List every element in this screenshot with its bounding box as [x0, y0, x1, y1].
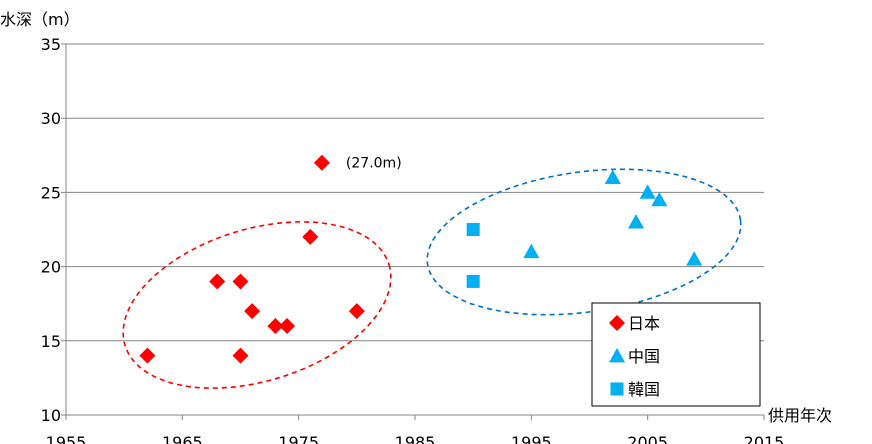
point-diamond-5: [267, 317, 284, 334]
annotations: (27.0m): [346, 156, 402, 172]
point-diamond-6: [279, 317, 296, 334]
point-diamond-0: [139, 347, 156, 364]
point-diamond-1: [209, 273, 226, 290]
legend-marker-0: [609, 315, 625, 331]
x-tick-label-1965: 1965: [162, 433, 203, 444]
point-diamond-9: [348, 303, 365, 320]
point-triangle-3: [639, 184, 656, 199]
grouping-ellipses: [122, 168, 742, 389]
point-triangle-2: [628, 214, 645, 229]
x-tick-label-1975: 1975: [278, 433, 319, 444]
legend-label-2: 韓国: [628, 380, 660, 399]
y-tick-label-30: 30: [41, 109, 61, 128]
point-square-1: [466, 274, 480, 288]
y-tick-label-20: 20: [41, 258, 61, 277]
axes: 10 15 20 25 30 35 1955 1965 1975 1985 1995 2005 2015: [41, 35, 785, 444]
japan-group-ellipse: [122, 221, 392, 389]
point-triangle-5: [686, 251, 703, 266]
china-korea-group-ellipse: [426, 168, 742, 316]
point-triangle-1: [604, 169, 621, 184]
y-tick-label-35: 35: [41, 35, 61, 54]
y-tick-label-25: 25: [41, 183, 61, 202]
legend-marker-1: [609, 348, 625, 363]
x-tick-label-2005: 2005: [627, 433, 668, 444]
legend-marker-2: [610, 382, 624, 396]
point-triangle-0: [523, 243, 540, 259]
x-tick-label-1995: 1995: [511, 433, 552, 444]
point-diamond-2: [232, 273, 249, 290]
y-tick-label-15: 15: [41, 332, 61, 351]
y-tick-label-10: 10: [41, 406, 61, 425]
point-diamond-7: [302, 228, 319, 245]
x-tick-label-1985: 1985: [395, 433, 436, 444]
x-axis-title: 供用年次: [768, 406, 832, 425]
point-triangle-4: [651, 191, 668, 207]
y-axis-title: 水深（m）: [0, 10, 80, 29]
x-tick-label-1955: 1955: [46, 433, 87, 444]
data-points: [139, 154, 703, 364]
point-square-0: [466, 223, 480, 236]
x-tick-label-2015: 2015: [744, 433, 785, 444]
point-diamond-8: [313, 154, 330, 171]
point-diamond-3: [232, 347, 249, 364]
legend-label-1: 中国: [628, 347, 660, 366]
annotation-label-0: (27.0m): [346, 156, 402, 172]
point-diamond-4: [244, 303, 261, 320]
legend-label-0: 日本: [628, 314, 660, 333]
